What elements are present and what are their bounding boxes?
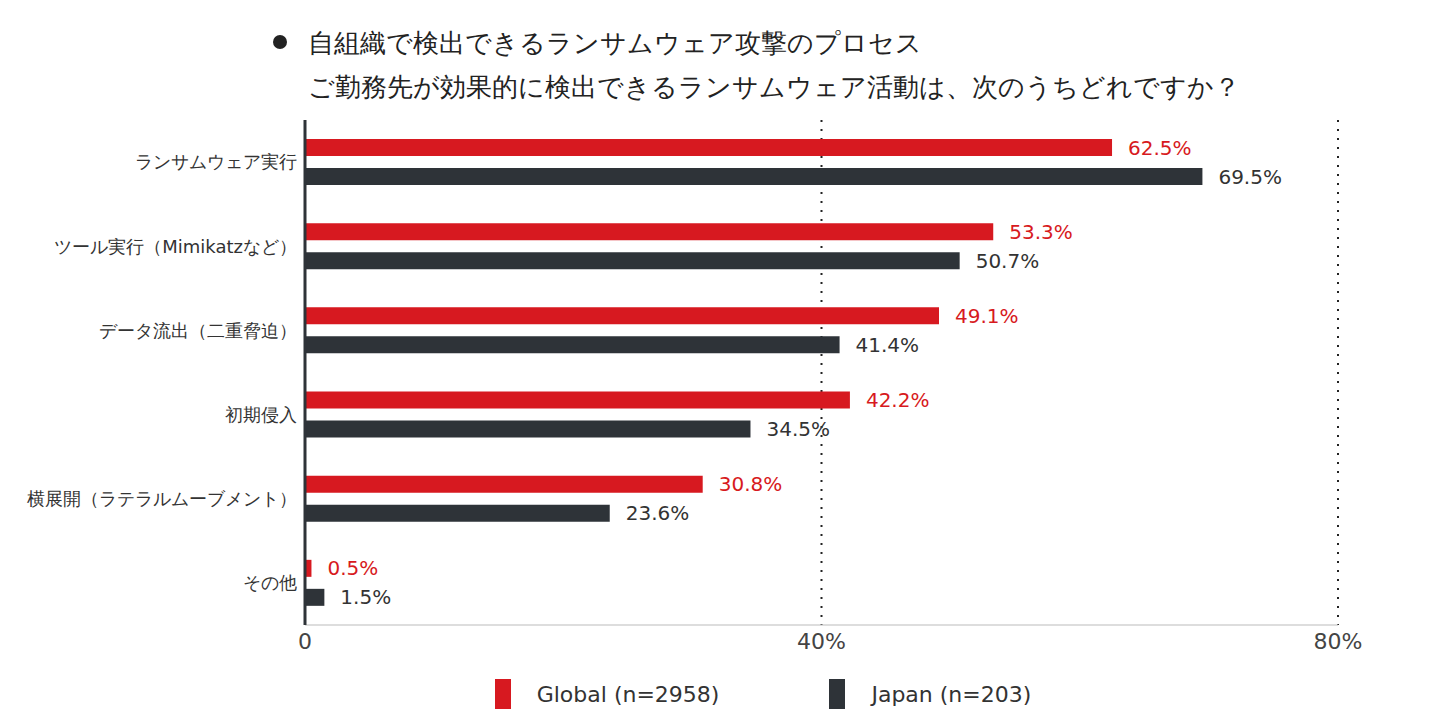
svg-text:初期侵入: 初期侵入 [225,404,297,425]
svg-text:50.7%: 50.7% [976,249,1040,273]
html-text:Global (n=2958): Global (n=2958) [536,681,720,707]
svg-text:0.5%: 0.5% [327,556,378,580]
svg-text:横展開（ラテラルムーブメント）: 横展開（ラテラルムーブメント） [27,488,297,509]
svg-text:69.5%: 69.5% [1218,165,1282,189]
svg-text:40%: 40% [797,629,846,654]
svg-text:80%: 80% [1314,629,1363,654]
svg-text:0: 0 [298,629,312,654]
svg-text:ツール実行（Mimikatzなど）: ツール実行（Mimikatzなど） [54,236,297,257]
svg-text:41.4%: 41.4% [856,333,920,357]
html-text:ご勤務先が効果的に検出できるランサムウェア活動は、次のうちど: ご勤務先が効果的に検出できるランサムウェア活動は、次のうちどれですか？ [308,72,1240,102]
svg-text:ランサムウェア実行: ランサムウェア実行 [135,151,297,172]
svg-text:49.1%: 49.1% [955,304,1019,328]
svg-text:1.5%: 1.5% [340,585,391,609]
svg-text:30.8%: 30.8% [719,472,783,496]
svg-text:23.6%: 23.6% [626,501,690,525]
svg-text:42.2%: 42.2% [866,388,930,412]
html-text:Japan (n=203): Japan (n=203) [871,681,1032,707]
svg-text:データ流出（二重脅迫）: データ流出（二重脅迫） [99,320,297,341]
svg-text:その他: その他 [243,572,297,593]
svg-text:53.3%: 53.3% [1009,220,1073,244]
html-text:自組織で検出できるランサムウェア攻撃のプロセス: 自組織で検出できるランサムウェア攻撃のプロセス [308,28,922,58]
svg-text:62.5%: 62.5% [1128,136,1192,160]
svg-text:34.5%: 34.5% [766,417,830,441]
